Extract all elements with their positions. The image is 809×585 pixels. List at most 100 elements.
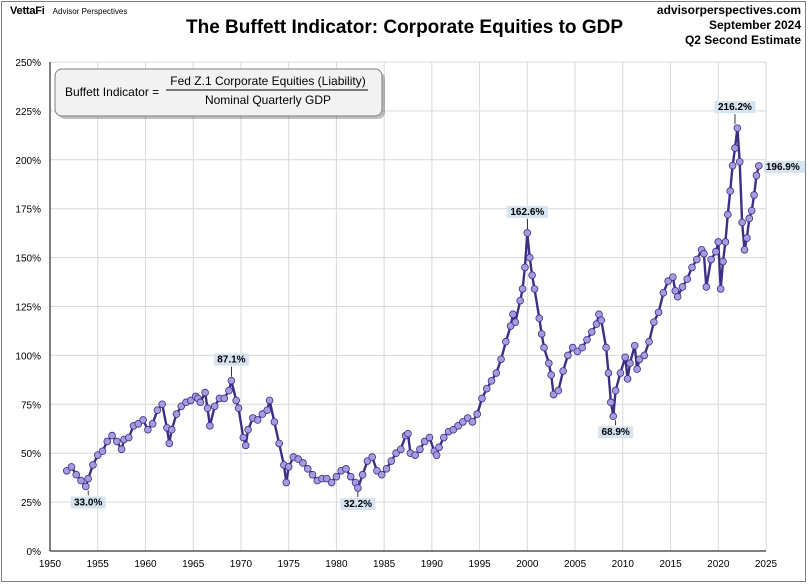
data-point (537, 330, 546, 338)
x-tick-label: 1975 (278, 559, 301, 570)
data-point (516, 296, 524, 305)
data-point (346, 472, 355, 481)
annotation-label: 196.9% (766, 162, 800, 173)
data-point (626, 359, 634, 368)
data-point (354, 484, 362, 492)
data-point (153, 406, 162, 414)
data-point (382, 465, 391, 473)
data-point (731, 144, 739, 152)
data-point (425, 433, 434, 442)
data-point (633, 365, 641, 373)
data-point (478, 394, 486, 403)
data-point (232, 396, 240, 405)
data-point (755, 162, 763, 170)
x-tick-label: 1985 (373, 559, 396, 570)
data-point (84, 474, 92, 483)
annotation-label: 68.9% (601, 427, 629, 438)
data-point (473, 410, 482, 418)
data-point (692, 255, 701, 264)
data-point (244, 425, 252, 434)
data-point (750, 191, 758, 199)
data-point (587, 328, 596, 336)
data-point (733, 124, 742, 132)
data-point (521, 263, 529, 272)
x-tick-label: 2005 (564, 559, 587, 570)
data-point (241, 441, 250, 450)
data-point (578, 343, 587, 352)
data-point (721, 238, 730, 246)
annotation-bg (763, 160, 806, 173)
data-point (113, 437, 121, 446)
data-point (358, 470, 367, 479)
annotation-label: 162.6% (510, 207, 544, 218)
data-point (206, 422, 214, 430)
data-point (621, 353, 629, 362)
x-tick-label: 2000 (516, 559, 539, 570)
series-line (65, 126, 760, 490)
data-point (210, 402, 219, 411)
data-point (559, 367, 567, 375)
data-point (650, 318, 658, 326)
x-tick-label: 1995 (468, 559, 491, 570)
formula-box: Buffett Indicator = Fed Z.1 Corporate Eq… (54, 68, 385, 119)
data-point (72, 470, 81, 479)
data-point (124, 433, 133, 442)
data-point (67, 463, 76, 471)
data-point (545, 359, 553, 368)
data-point (432, 451, 441, 459)
data-point (623, 375, 632, 383)
data-point (607, 398, 615, 407)
data-point (683, 275, 692, 283)
annotation-label: 32.2% (344, 499, 372, 510)
data-point (547, 371, 555, 379)
x-tick-label: 1965 (182, 559, 205, 570)
data-point (492, 369, 501, 377)
data-point (435, 443, 443, 452)
data-point (82, 482, 90, 491)
data-point (270, 418, 279, 426)
data-point (597, 316, 606, 324)
data-point (525, 253, 534, 262)
annotation-bg (340, 498, 376, 511)
data-point (528, 271, 536, 280)
annotation-bg (506, 205, 548, 218)
y-tick-label: 0% (27, 547, 42, 558)
formula-numerator: Fed Z.1 Corporate Equities (Liability) (170, 74, 365, 88)
data-point (640, 351, 649, 360)
data-point (583, 335, 591, 344)
logo-sub: Advisor Perspectives (52, 7, 128, 16)
y-tick-label: 175% (15, 205, 41, 216)
data-point (511, 318, 520, 326)
data-point (540, 343, 548, 352)
data-point (678, 283, 687, 291)
data-point (738, 218, 746, 227)
data-point (342, 465, 350, 473)
source-site: advisorperspectives.com (656, 3, 801, 17)
x-tick-label: 1980 (325, 559, 348, 570)
data-point (282, 478, 291, 487)
data-point (327, 478, 336, 487)
y-tick-label: 50% (21, 449, 41, 460)
data-point (702, 283, 711, 291)
data-point (740, 245, 749, 254)
x-tick-label: 2010 (612, 559, 635, 570)
data-point (303, 465, 312, 473)
data-point (148, 420, 157, 428)
data-point (265, 396, 274, 405)
data-point (724, 210, 732, 219)
data-point (564, 351, 572, 360)
vettafi-logo: VettaFi Advisor Perspectives (10, 5, 127, 17)
x-tick-label: 1990 (421, 559, 444, 570)
y-tick-label: 250% (15, 58, 41, 69)
data-point (220, 394, 229, 403)
annotation-bg (70, 496, 106, 509)
data-point (673, 292, 682, 301)
data-point (712, 247, 720, 256)
data-point (284, 463, 293, 471)
data-point (172, 410, 181, 418)
data-point (735, 157, 744, 166)
x-tick-label: 2025 (755, 559, 778, 570)
data-point (707, 255, 715, 264)
data-point (688, 263, 696, 272)
